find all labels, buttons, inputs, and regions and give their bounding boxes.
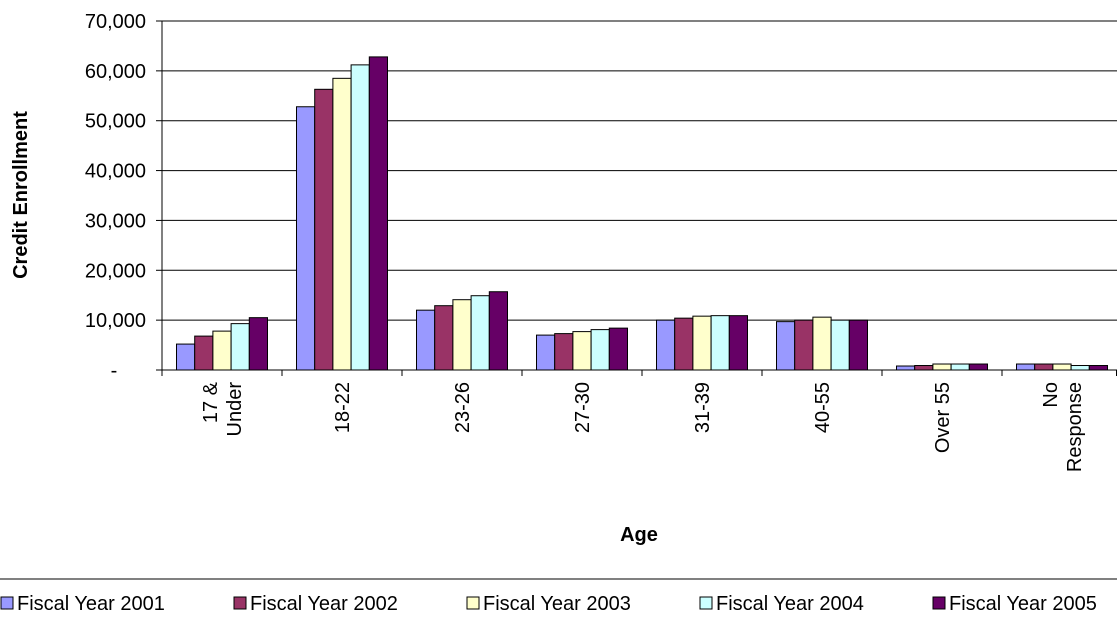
- bar: [590, 329, 610, 371]
- bar: [368, 56, 388, 371]
- legend-item: Fiscal Year 2003: [466, 593, 631, 615]
- bar: [914, 365, 934, 371]
- x-tick-label-line: 23-26: [452, 382, 474, 433]
- bar: [674, 317, 694, 371]
- x-tick-label-line: 18-22: [332, 382, 354, 433]
- bar: [848, 319, 868, 371]
- bar: [296, 106, 316, 371]
- y-tick-label: 30,000: [85, 210, 146, 232]
- legend-item: Fiscal Year 2004: [699, 593, 864, 615]
- bar: [692, 315, 712, 371]
- bar: [350, 64, 370, 371]
- bar: [950, 363, 970, 371]
- legend-swatch: [0, 596, 14, 610]
- bar: [572, 331, 592, 371]
- bar: [1052, 363, 1072, 371]
- bar: [656, 319, 676, 371]
- bar: [434, 305, 454, 371]
- x-tick-label-line: Response: [1064, 382, 1086, 472]
- bar: [968, 363, 988, 371]
- axes: [156, 20, 1117, 376]
- bar: [1016, 363, 1036, 371]
- bar: [932, 363, 952, 371]
- legend-swatch: [932, 596, 946, 610]
- x-tick-label: 31-39: [692, 382, 714, 433]
- x-tick-label-line: Over 55: [932, 382, 954, 453]
- x-tick-label: Over 55: [932, 382, 954, 453]
- bar: [1088, 365, 1109, 371]
- bar: [710, 315, 730, 371]
- x-tick-label: 18-22: [332, 382, 354, 433]
- bar: [194, 335, 214, 371]
- x-tick-label: 23-26: [452, 382, 474, 433]
- legend-label: Fiscal Year 2002: [250, 593, 398, 615]
- y-tick-label: -: [111, 360, 118, 382]
- y-tick-labels: - 10,000 20,000 30,000 40,000 50,000 60,000 70,…: [85, 11, 146, 382]
- legend-item: Fiscal Year 2002: [233, 593, 398, 615]
- bar: [896, 365, 916, 371]
- x-tick-label-line: Under: [224, 382, 246, 437]
- bar: [608, 327, 628, 371]
- y-tick-label: 60,000: [85, 61, 146, 83]
- x-tick-label-line: 17 &: [200, 381, 222, 423]
- legend-swatch: [699, 596, 713, 610]
- x-tick-label: 27-30: [572, 382, 594, 433]
- bar: [812, 316, 832, 371]
- bar: [212, 330, 232, 371]
- legend-item: Fiscal Year 2005: [932, 593, 1097, 615]
- bars: [176, 56, 1109, 371]
- bar: [1070, 365, 1090, 371]
- bar: [554, 333, 574, 371]
- x-tick-labels: 17 & Under 18-22 23-26 27-30 31-39 40-55 Over 5…: [200, 381, 1086, 472]
- bar: [470, 295, 490, 371]
- legend-label: Fiscal Year 2005: [949, 593, 1097, 615]
- x-tick-label-line: 27-30: [572, 382, 594, 433]
- y-tick-label: 50,000: [85, 111, 146, 133]
- x-tick-label: No Response: [1040, 382, 1086, 472]
- legend-swatch: [233, 596, 247, 610]
- bar: [794, 319, 814, 371]
- x-tick-label-line: No: [1040, 382, 1062, 408]
- y-tick-label: 40,000: [85, 161, 146, 183]
- x-tick-label: 17 & Under: [200, 381, 246, 436]
- bar: [776, 321, 796, 371]
- legend: Fiscal Year 2001 Fiscal Year 2002 Fiscal Y…: [0, 578, 1117, 615]
- legend-label: Fiscal Year 2003: [483, 593, 631, 615]
- legend-item: Fiscal Year 2001: [0, 593, 165, 615]
- bar: [314, 88, 334, 371]
- legend-swatch: [466, 596, 480, 610]
- bar: [1034, 363, 1054, 371]
- bar: [830, 319, 850, 371]
- bar: [176, 343, 196, 371]
- legend-label: Fiscal Year 2001: [17, 593, 165, 615]
- y-tick-label: 10,000: [85, 310, 146, 332]
- y-axis-title: Credit Enrollment: [10, 111, 32, 279]
- bar: [728, 315, 748, 371]
- bar: [488, 291, 508, 371]
- x-tick-label-line: 31-39: [692, 382, 714, 433]
- x-axis-title: Age: [620, 524, 658, 546]
- bar: [248, 317, 269, 371]
- y-tick-label: 20,000: [85, 260, 146, 282]
- x-tick-label: 40-55: [812, 382, 834, 433]
- y-tick-label: 70,000: [85, 11, 146, 33]
- legend-label: Fiscal Year 2004: [716, 593, 864, 615]
- x-tick-label-line: 40-55: [812, 382, 834, 433]
- bar: [452, 299, 472, 371]
- bar: [230, 323, 250, 371]
- bar: [332, 77, 352, 371]
- bar: [536, 334, 556, 371]
- bar: [416, 309, 436, 371]
